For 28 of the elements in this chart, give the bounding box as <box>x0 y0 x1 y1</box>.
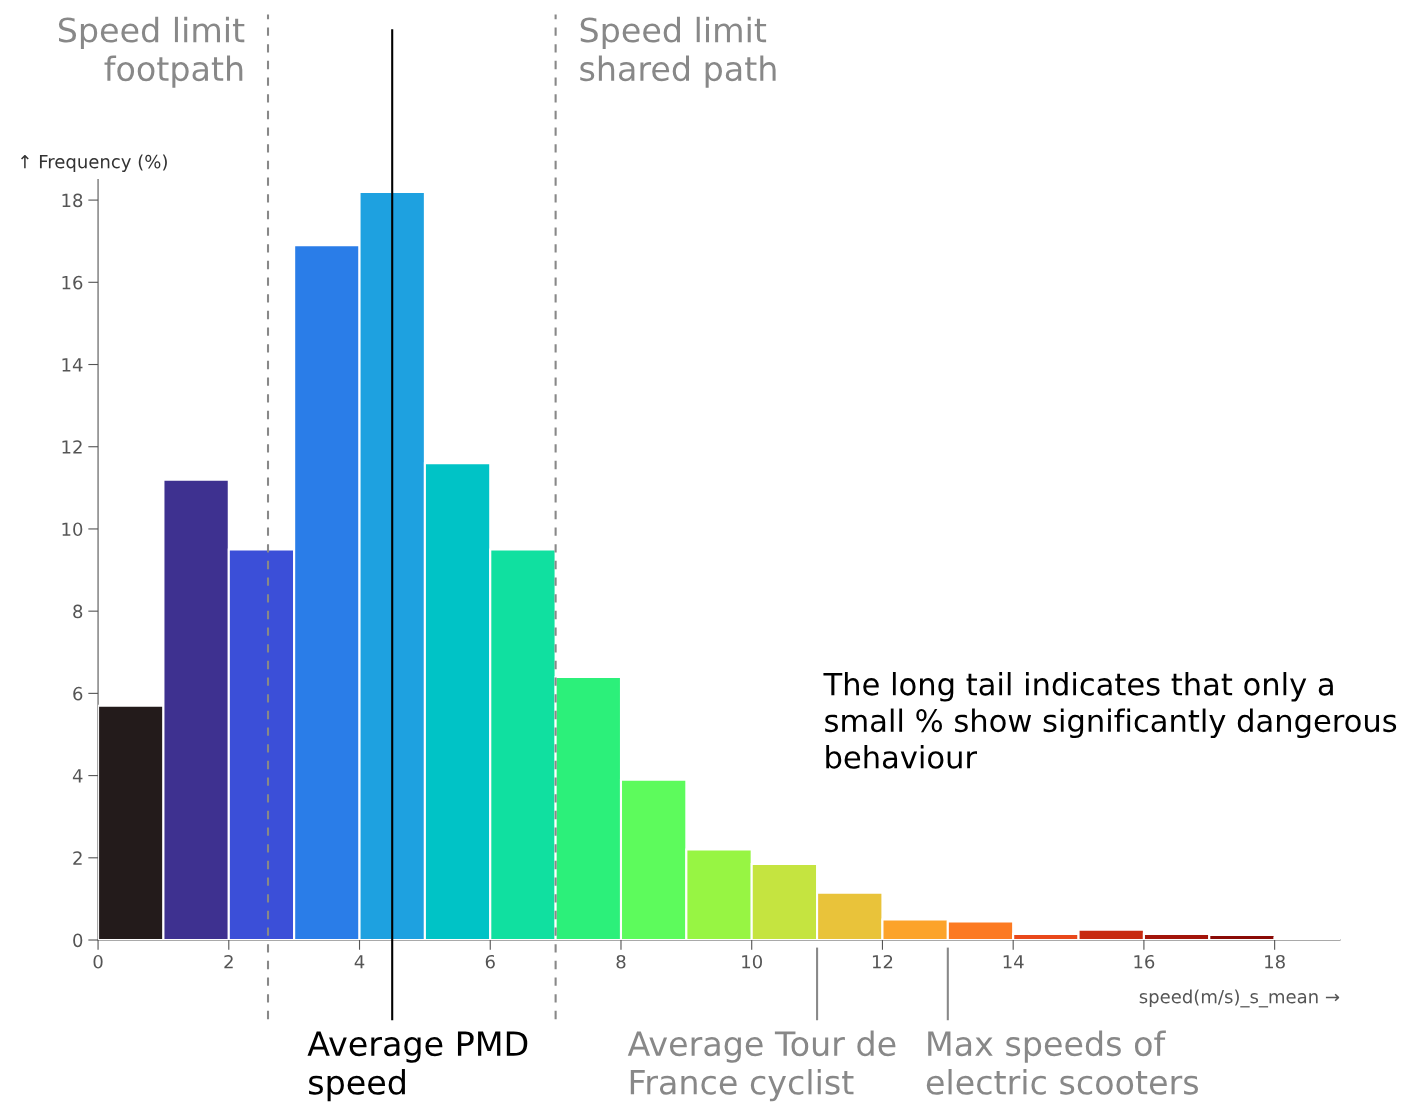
y-tick-label: 0 <box>73 933 83 948</box>
x-tick-label: 12 <box>872 954 893 969</box>
x-tick-label: 4 <box>354 955 365 969</box>
x-tick-label: 10 <box>742 954 762 969</box>
y-tick-label: 14 <box>62 358 83 372</box>
y-tick-label: 18 <box>62 193 83 208</box>
x-tick-label: 2 <box>224 954 233 969</box>
x-tick-label: 6 <box>485 954 495 969</box>
y-tick-label: 16 <box>62 275 83 290</box>
y-axis-title: ↑ Frequency (%) <box>21 154 167 172</box>
ref-line-label: Speed limit footpath <box>58 16 245 88</box>
y-tick-label: 2 <box>73 851 82 865</box>
x-axis-title: speed(m/s)_s_mean → <box>1139 989 1340 1008</box>
annotation: The long tail indicates that only a small % show significantly dangerous behaviour <box>823 672 1397 769</box>
y-tick-label: 8 <box>73 604 83 619</box>
y-tick-label: 6 <box>73 686 83 701</box>
ref-line-label: Average Tour de France cyclist <box>627 1030 896 1102</box>
y-tick-label: 4 <box>72 769 83 783</box>
ref-line-label: Average PMD speed <box>307 1031 528 1102</box>
x-tick-label: 8 <box>616 954 626 969</box>
x-tick-label: 0 <box>93 954 103 969</box>
x-tick-label: 18 <box>1265 954 1285 969</box>
x-tick-label: 16 <box>1134 954 1155 969</box>
y-tick-label: 10 <box>62 522 83 537</box>
ref-line-label: Speed limit shared path <box>580 16 776 88</box>
x-tick-label: 14 <box>1003 955 1024 969</box>
y-tick-label: 12 <box>62 440 82 454</box>
ref-line-label: Max speeds of electric scooters <box>926 1030 1198 1095</box>
